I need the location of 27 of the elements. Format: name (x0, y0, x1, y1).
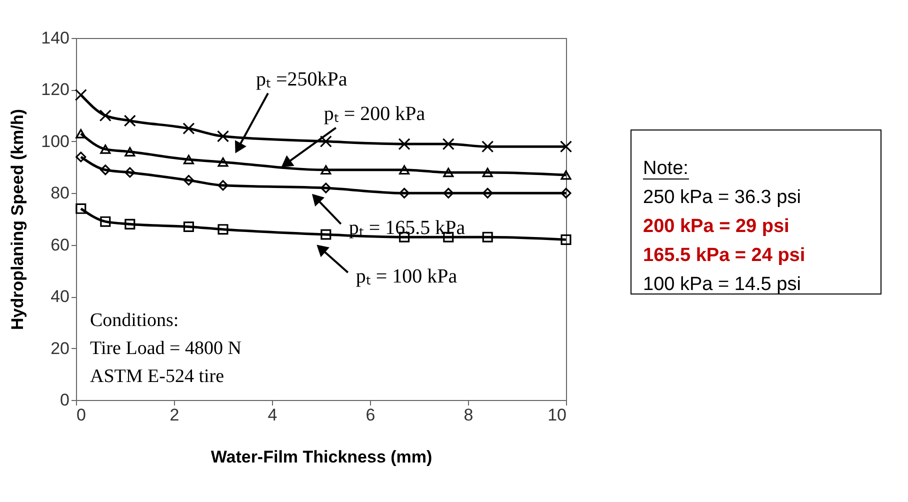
text: pₜ =250kPa (256, 68, 348, 90)
x-tick-label: 4 (268, 406, 278, 424)
y-tick-label: 60 (50, 235, 70, 254)
text: 200 kPa = 29 psi (643, 216, 790, 237)
y-tick-label: 120 (41, 80, 70, 100)
y-tick-label: 0 (60, 390, 70, 410)
y-axis-title: Hydroplaning Speed (km/h) (8, 108, 28, 330)
x-tick-label: 8 (464, 406, 474, 424)
text: pₜ = 200 kPa (324, 102, 426, 125)
text: 165.5 kPa = 24 psi (643, 245, 806, 266)
text: 250 kPa = 36.3 psi (643, 187, 801, 208)
y-tick-label: 100 (41, 132, 70, 151)
y-tick-label: 140 (41, 28, 70, 48)
text: Note: (643, 158, 688, 179)
y-tick-label: 20 (50, 338, 70, 358)
x-tick-label: 10 (548, 406, 566, 424)
text: 100 kPa = 14.5 psi (643, 274, 801, 295)
x-tick-label: 6 (366, 406, 376, 424)
y-tick-label: 80 (50, 184, 70, 203)
y-tick-label: 40 (50, 287, 70, 306)
x-axis-title: Water-Film Thickness (mm) (210, 448, 432, 466)
annotation: Tire Load = 4800 N (90, 338, 242, 359)
x-tick-label: 0 (76, 406, 86, 424)
annotation: ASTM E-524 tire (90, 366, 224, 387)
series-label: pₜ = 100 kPa (356, 266, 458, 288)
x-tick-label: 2 (170, 406, 180, 424)
annotation: Conditions: (90, 310, 179, 331)
